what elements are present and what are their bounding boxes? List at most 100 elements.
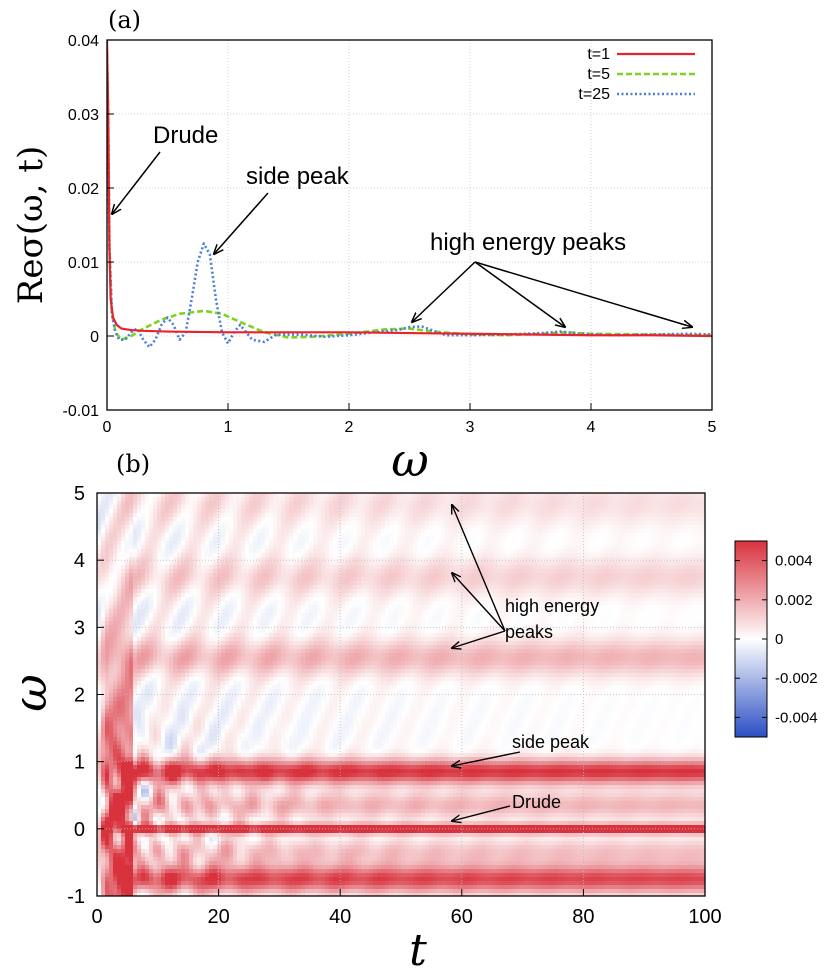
heatmap-cell bbox=[153, 529, 157, 533]
heatmap-cell bbox=[165, 513, 169, 517]
heatmap-cell bbox=[289, 833, 293, 837]
heatmap-cell bbox=[109, 617, 113, 621]
heatmap-cell bbox=[117, 725, 121, 729]
heatmap-cell bbox=[285, 833, 289, 837]
heatmap-cell bbox=[157, 837, 161, 841]
heatmap-cell bbox=[117, 821, 121, 825]
heatmap-cell bbox=[145, 861, 149, 865]
heatmap-cell bbox=[193, 545, 197, 549]
heatmap-cell bbox=[201, 609, 205, 613]
heatmap-cell bbox=[181, 733, 185, 737]
heatmap-cell bbox=[245, 717, 249, 721]
heatmap-cell bbox=[229, 845, 233, 849]
heatmap-cell bbox=[165, 889, 169, 893]
heatmap-cell bbox=[269, 869, 273, 873]
heatmap-cell bbox=[273, 777, 277, 781]
heatmap-cell bbox=[285, 893, 289, 896]
heatmap-cell bbox=[157, 709, 161, 713]
heatmap-cell bbox=[257, 617, 261, 621]
heatmap-cell bbox=[161, 565, 165, 569]
heatmap-cell bbox=[113, 833, 117, 837]
heatmap-cell bbox=[169, 693, 173, 697]
heatmap-cell bbox=[161, 813, 165, 817]
heatmap-cell bbox=[221, 497, 225, 501]
y-tick-label: 0.01 bbox=[68, 255, 99, 272]
heatmap-cell bbox=[137, 733, 141, 737]
heatmap-cell bbox=[101, 621, 105, 625]
heatmap-cell bbox=[121, 505, 125, 509]
heatmap-cell bbox=[277, 705, 281, 709]
heatmap-cell bbox=[161, 753, 165, 757]
heatmap-cell bbox=[181, 649, 185, 653]
heatmap-cell bbox=[209, 857, 213, 861]
heatmap-cell bbox=[213, 853, 217, 857]
heatmap-cell bbox=[285, 801, 289, 805]
heatmap-cell bbox=[221, 817, 225, 821]
heatmap-cell bbox=[137, 817, 141, 821]
heatmap-cell bbox=[157, 853, 161, 857]
heatmap-cell bbox=[197, 557, 201, 561]
heatmap-cell bbox=[101, 605, 105, 609]
heatmap-cell bbox=[281, 809, 285, 813]
heatmap-cell bbox=[257, 561, 261, 565]
heatmap-cell bbox=[285, 825, 289, 829]
heatmap-cell bbox=[277, 745, 281, 749]
heatmap-cell bbox=[265, 493, 269, 497]
heatmap-cell bbox=[233, 745, 237, 749]
heatmap-cell bbox=[165, 817, 169, 821]
heatmap-cell bbox=[189, 797, 193, 801]
heatmap-cell bbox=[165, 601, 169, 605]
heatmap-cell bbox=[225, 697, 229, 701]
heatmap-cell bbox=[233, 541, 237, 545]
heatmap-cell bbox=[137, 537, 141, 541]
heatmap-cell bbox=[213, 821, 217, 825]
heatmap-cell bbox=[213, 845, 217, 849]
heatmap-cell bbox=[273, 889, 277, 893]
heatmap-cell bbox=[265, 765, 269, 769]
heatmap-cell bbox=[261, 589, 265, 593]
heatmap-cell bbox=[261, 673, 265, 677]
heatmap-cell bbox=[245, 517, 249, 521]
heatmap-cell bbox=[133, 621, 137, 625]
heatmap-cell bbox=[129, 753, 133, 757]
heatmap-cell bbox=[165, 521, 169, 525]
heatmap-cell bbox=[201, 537, 205, 541]
heatmap-cell bbox=[249, 573, 253, 577]
heatmap-cell bbox=[125, 841, 129, 845]
heatmap-cell bbox=[113, 605, 117, 609]
heatmap-cell bbox=[253, 773, 257, 777]
heatmap-cell bbox=[109, 493, 113, 497]
heatmap-cell bbox=[269, 617, 273, 621]
heatmap-cell bbox=[261, 837, 265, 841]
heatmap-cell bbox=[153, 633, 157, 637]
heatmap-cell bbox=[193, 641, 197, 645]
heatmap-cell bbox=[245, 537, 249, 541]
heatmap-cell bbox=[137, 721, 141, 725]
heatmap-cell bbox=[225, 833, 229, 837]
heatmap-cell bbox=[241, 549, 245, 553]
heatmap-cell bbox=[285, 673, 289, 677]
heatmap-cell bbox=[169, 841, 173, 845]
heatmap-cell bbox=[289, 729, 293, 733]
heatmap-cell bbox=[169, 717, 173, 721]
heatmap-cell bbox=[121, 781, 125, 785]
heatmap-cell bbox=[169, 817, 173, 821]
heatmap-cell bbox=[145, 757, 149, 761]
heatmap-cell bbox=[129, 537, 133, 541]
heatmap-cell bbox=[265, 653, 269, 657]
heatmap-cell bbox=[229, 509, 233, 513]
heatmap-cell bbox=[285, 501, 289, 505]
heatmap-cell bbox=[177, 677, 181, 681]
heatmap-cell bbox=[233, 769, 237, 773]
heatmap-cell bbox=[169, 745, 173, 749]
heatmap-cell bbox=[165, 721, 169, 725]
heatmap-cell bbox=[225, 737, 229, 741]
heatmap-cell bbox=[253, 557, 257, 561]
heatmap-cell bbox=[125, 797, 129, 801]
heatmap-cell bbox=[105, 893, 109, 896]
heatmap-cell bbox=[237, 569, 241, 573]
heatmap-cell bbox=[209, 697, 213, 701]
heatmap-cell bbox=[221, 561, 225, 565]
heatmap-cell bbox=[289, 789, 293, 793]
heatmap-cell bbox=[193, 841, 197, 845]
